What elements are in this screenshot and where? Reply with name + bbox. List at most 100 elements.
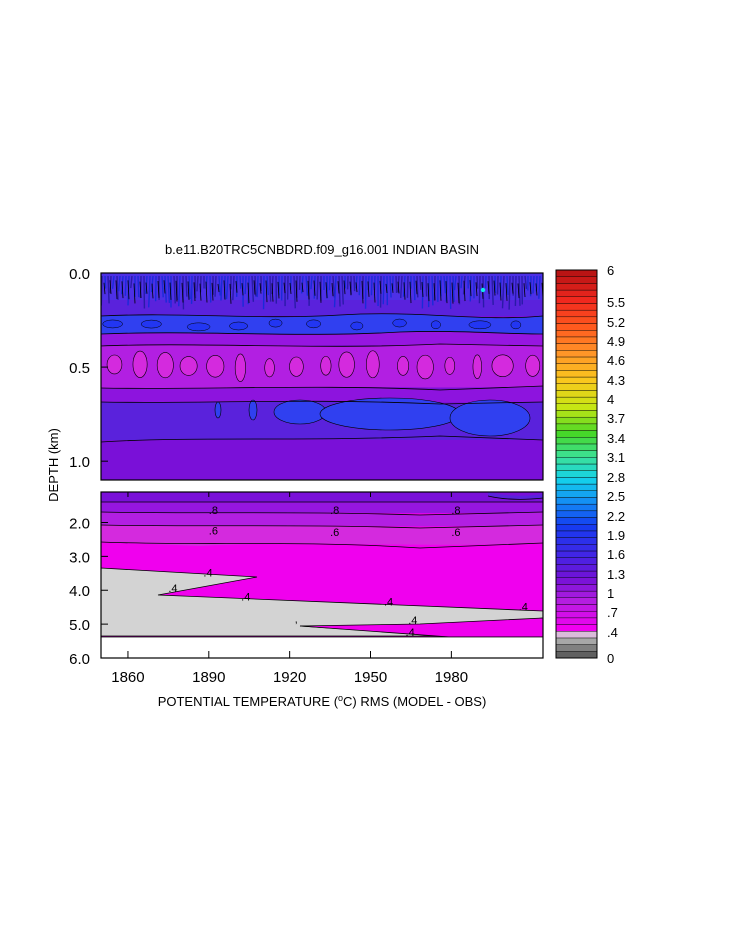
colorbar-label: 5.2 xyxy=(607,315,625,330)
colorbar-box xyxy=(556,297,597,304)
warm-blob xyxy=(265,359,275,377)
colorbar-box xyxy=(556,618,597,625)
colorbar-box xyxy=(556,390,597,397)
surface-spike xyxy=(396,276,397,293)
contour-label: .6 xyxy=(451,527,460,539)
colorbar-box xyxy=(556,645,597,652)
colorbar-box xyxy=(556,551,597,558)
colorbar-box xyxy=(556,283,597,290)
warm-blob xyxy=(526,355,540,376)
surface-spike xyxy=(426,276,427,296)
colorbar-box xyxy=(556,437,597,444)
colorbar-box xyxy=(556,625,597,632)
warm-blob xyxy=(339,352,355,377)
colorbar-box xyxy=(556,538,597,545)
contour-label: .8 xyxy=(330,505,339,517)
colorbar-box xyxy=(556,404,597,411)
colorbar-box xyxy=(556,357,597,364)
colorbar-box xyxy=(556,471,597,478)
blue-blob xyxy=(269,319,282,327)
warm-blob xyxy=(289,357,303,376)
surface-spike xyxy=(354,276,355,291)
y-tick-label: 1.0 xyxy=(69,454,90,471)
colorbar-label: 2.5 xyxy=(607,489,625,504)
surface-spike xyxy=(186,276,187,297)
colorbar-label: 4 xyxy=(607,392,614,407)
colorbar-box xyxy=(556,317,597,324)
surface-spike xyxy=(371,276,372,295)
colorbar-box xyxy=(556,364,597,371)
warm-blob xyxy=(235,354,245,382)
surface-spike xyxy=(450,276,451,309)
contour-label: ’ xyxy=(295,620,297,632)
surface-spike xyxy=(495,276,496,293)
colorbar-box xyxy=(556,417,597,424)
colorbar-box xyxy=(556,431,597,438)
warm-blob xyxy=(133,351,147,378)
blue-blob xyxy=(229,322,247,330)
x-axis-label-suffix: C) RMS (MODEL - OBS) xyxy=(343,694,486,709)
colorbar-box xyxy=(556,491,597,498)
colorbar-box xyxy=(556,330,597,337)
deep-band xyxy=(101,440,543,480)
surface-spike xyxy=(125,276,126,296)
colorbar-box xyxy=(556,477,597,484)
colorbar: 65.55.24.94.64.343.73.43.12.82.52.21.91.… xyxy=(556,263,625,666)
colorbar-label: 4.9 xyxy=(607,334,625,349)
surface-spike xyxy=(477,276,478,289)
top-panel-fill xyxy=(101,273,543,480)
surface-spike xyxy=(485,276,486,288)
colorbar-box xyxy=(556,464,597,471)
warm-blob xyxy=(180,357,197,376)
y-tick-label: 0.0 xyxy=(69,266,90,283)
x-axis-label: POTENTIAL TEMPERATURE (oC) RMS (MODEL - … xyxy=(158,693,487,709)
colorbar-box xyxy=(556,337,597,344)
surface-spike xyxy=(270,276,271,302)
cold-blob xyxy=(274,400,326,424)
colorbar-box xyxy=(556,497,597,504)
colorbar-label: 1.6 xyxy=(607,547,625,562)
contour-label: .4 xyxy=(203,568,212,580)
surface-spike xyxy=(138,276,139,297)
warm-blob xyxy=(107,355,122,374)
colorbar-box xyxy=(556,457,597,464)
colorbar-box xyxy=(556,518,597,525)
colorbar-box xyxy=(556,638,597,645)
colorbar-label: 3.1 xyxy=(607,450,625,465)
contour-label: .6 xyxy=(209,525,218,537)
surface-spike xyxy=(210,276,211,302)
surface-spike xyxy=(533,276,534,294)
contour-label: .8 xyxy=(451,505,460,517)
colorbar-boxes xyxy=(556,270,597,658)
colorbar-box xyxy=(556,451,597,458)
y-tick-label: 6.0 xyxy=(69,651,90,668)
y-tick-label: 5.0 xyxy=(69,617,90,634)
cold-blob xyxy=(320,398,460,430)
contour-label: .4 xyxy=(406,627,415,639)
colorbar-label: .4 xyxy=(607,625,618,640)
warm-blob xyxy=(473,355,482,379)
colorbar-label: 3.4 xyxy=(607,431,625,446)
colorbar-box xyxy=(556,370,597,377)
warm-blob xyxy=(157,352,173,377)
blue-blob xyxy=(351,322,363,330)
surface-spike xyxy=(407,276,408,298)
colorbar-box xyxy=(556,377,597,384)
contour-label: .4 xyxy=(408,615,417,627)
blue-blob xyxy=(469,321,491,329)
warm-blob xyxy=(397,356,408,375)
cold-blob xyxy=(249,400,257,420)
blue-blob xyxy=(431,321,440,329)
x-tick-label: 1920 xyxy=(273,669,306,686)
colorbar-box xyxy=(556,651,597,658)
surface-spike xyxy=(105,276,106,289)
subsurface-layer xyxy=(101,300,543,316)
colorbar-label: 2.8 xyxy=(607,470,625,485)
colorbar-box xyxy=(556,544,597,551)
cold-blob xyxy=(450,400,530,436)
colorbar-box xyxy=(556,384,597,391)
colorbar-box xyxy=(556,277,597,284)
warm-blob xyxy=(492,355,513,377)
surface-spike xyxy=(383,276,384,304)
colorbar-label: 0 xyxy=(607,651,614,666)
